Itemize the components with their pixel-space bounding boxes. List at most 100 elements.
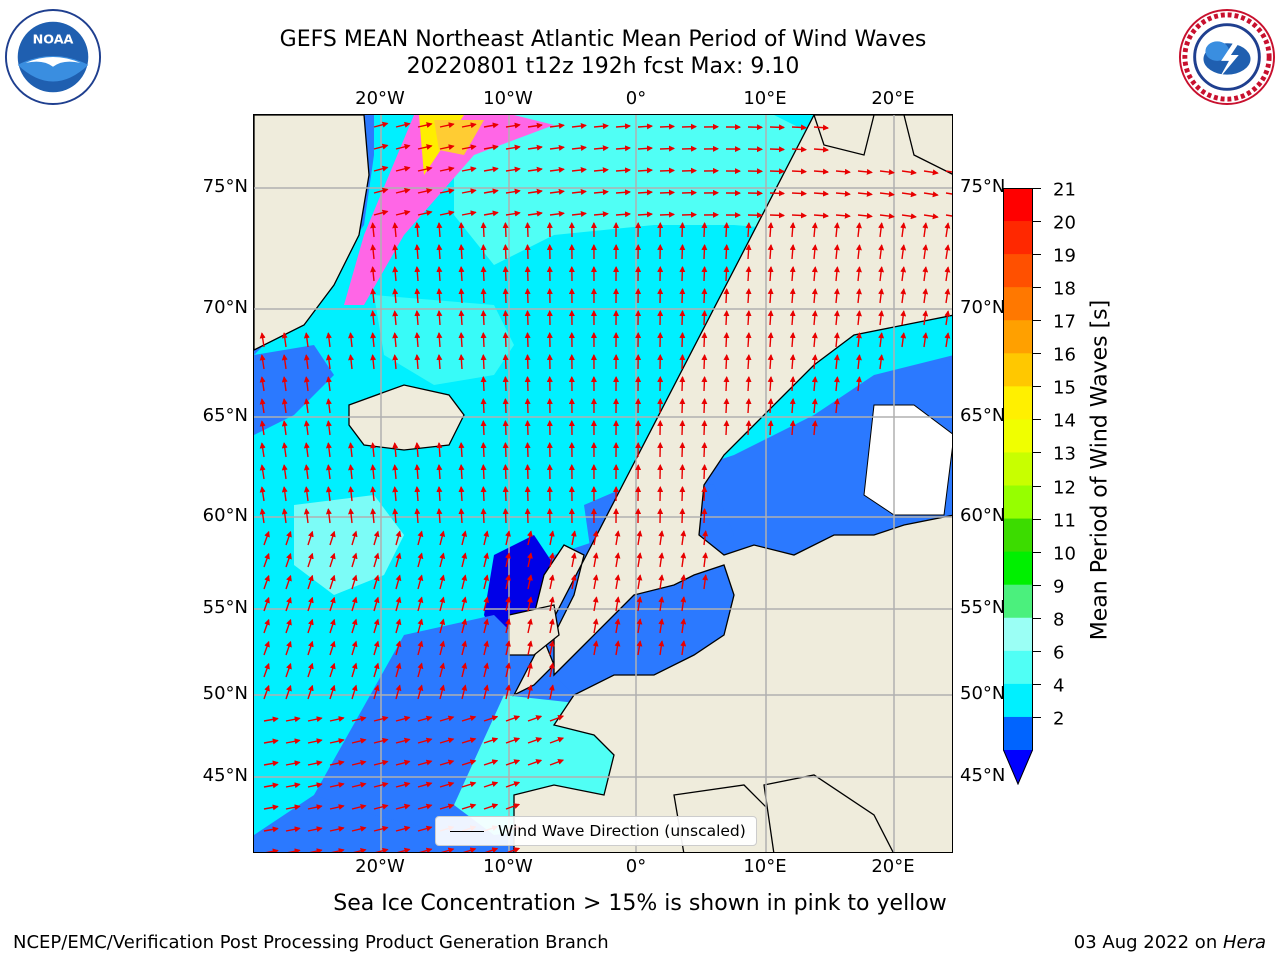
wind-wave-arrow — [458, 266, 465, 282]
wind-wave-arrow — [370, 244, 377, 260]
wind-wave-arrow — [615, 123, 631, 130]
wind-wave-arrow — [417, 144, 433, 150]
wind-wave-arrow — [439, 640, 446, 656]
wind-wave-arrow — [701, 398, 708, 414]
colorbar-tick-label: 19 — [1053, 245, 1076, 267]
wind-wave-arrow — [659, 145, 675, 152]
wind-wave-arrow — [502, 398, 509, 414]
wind-wave-arrow — [548, 640, 555, 656]
wind-wave-arrow — [548, 574, 555, 590]
wind-wave-arrow — [811, 244, 818, 260]
wind-wave-arrow — [414, 310, 421, 326]
wind-wave-arrow — [392, 244, 399, 260]
wind-wave-arrow — [325, 508, 332, 524]
wind-wave-arrow — [900, 266, 907, 282]
colorbar-tick-mark — [1033, 419, 1041, 421]
wind-wave-arrow — [480, 332, 487, 348]
wind-wave-arrow — [370, 288, 377, 304]
wind-wave-arrow — [900, 222, 907, 238]
wind-wave-arrow — [392, 288, 399, 304]
wind-wave-arrow — [480, 442, 487, 458]
wind-wave-arrow — [307, 574, 314, 590]
wind-wave-arrow — [373, 143, 389, 150]
wind-wave-arrow — [285, 596, 292, 612]
wind-wave-arrow — [461, 640, 468, 656]
wind-wave-arrow — [351, 596, 358, 612]
colorbar-tick-label: 2 — [1053, 708, 1065, 730]
wind-wave-arrow — [614, 574, 621, 590]
wind-wave-arrow — [281, 442, 288, 458]
wind-wave-arrow — [549, 737, 565, 744]
wind-wave-arrow — [526, 574, 533, 590]
lon-label-top-10w: 10°W — [483, 88, 533, 109]
wind-wave-arrow — [658, 552, 665, 568]
wind-wave-arrow — [879, 191, 895, 198]
wind-wave-arrow — [900, 244, 907, 260]
wind-wave-arrow — [745, 420, 752, 436]
wind-wave-arrow — [769, 168, 785, 175]
wind-wave-arrow — [502, 508, 509, 524]
wind-wave-arrow — [480, 288, 487, 304]
wind-wave-arrow — [833, 222, 840, 238]
wind-wave-arrow — [436, 442, 443, 458]
map-panel — [253, 114, 953, 853]
wind-wave-arrow — [483, 715, 499, 722]
wind-wave-arrow — [307, 618, 314, 634]
wind-wave-arrow — [505, 574, 511, 590]
wind-wave-arrow — [483, 803, 499, 810]
wind-wave-arrow — [439, 803, 455, 810]
wind-wave-arrow — [745, 222, 752, 238]
wind-wave-arrow — [480, 398, 487, 414]
wind-wave-arrow — [263, 640, 270, 656]
wind-wave-arrow — [701, 464, 708, 480]
wind-wave-arrow — [857, 168, 873, 175]
wind-wave-arrow — [526, 552, 533, 568]
wind-wave-arrow — [505, 759, 521, 766]
wind-wave-arrow — [614, 552, 621, 568]
wind-wave-arrow — [414, 508, 421, 524]
wind-wave-arrow — [502, 354, 509, 370]
wind-wave-arrow — [303, 354, 310, 370]
wind-wave-arrow — [505, 684, 511, 700]
colorbar-tick-mark — [1033, 584, 1041, 586]
wind-wave-arrow — [723, 420, 730, 436]
wind-wave-arrow — [439, 618, 446, 634]
colorbar-band — [1003, 551, 1033, 586]
wind-wave-arrow — [923, 169, 939, 176]
lon-label-top-10e: 10°E — [743, 88, 787, 109]
wind-wave-arrow — [281, 420, 288, 436]
wind-wave-arrow — [857, 212, 873, 219]
wind-wave-arrow — [505, 803, 521, 810]
wind-wave-arrow — [263, 552, 270, 568]
wind-wave-arrow — [439, 684, 446, 700]
lat-label-left-70n: 70°N — [202, 297, 248, 318]
colorbar-tick-mark — [1033, 254, 1041, 256]
wind-wave-arrow — [571, 144, 587, 151]
wind-wave-arrow — [263, 530, 270, 546]
wind-wave-arrow — [549, 715, 565, 722]
wind-wave-arrow — [855, 288, 862, 304]
wind-wave-arrow — [745, 266, 752, 282]
wind-wave-arrow — [833, 376, 840, 392]
wind-wave-arrow — [285, 618, 292, 634]
wind-wave-arrow — [307, 716, 323, 723]
wind-wave-arrow — [329, 804, 345, 810]
wind-wave-arrow — [502, 222, 509, 238]
wind-wave-arrow — [370, 442, 377, 458]
wind-wave-arrow — [263, 596, 270, 612]
colorbar-tick-label: 17 — [1053, 311, 1076, 333]
wind-wave-arrow — [395, 781, 411, 788]
wind-wave-arrow — [527, 737, 543, 744]
wind-wave-arrow — [636, 574, 643, 590]
wind-wave-arrow — [679, 442, 686, 458]
wind-wave-arrow — [373, 209, 389, 216]
colorbar-band — [1003, 683, 1033, 718]
wind-wave-arrow — [855, 266, 862, 282]
wind-wave-arrow — [745, 376, 752, 392]
wind-wave-arrow — [303, 464, 310, 480]
wind-wave-arrow — [480, 354, 487, 370]
wind-wave-arrow — [263, 738, 279, 745]
wind-wave-arrow — [483, 737, 499, 744]
wind-wave-arrow — [395, 552, 402, 568]
wind-wave-arrow — [461, 574, 468, 590]
